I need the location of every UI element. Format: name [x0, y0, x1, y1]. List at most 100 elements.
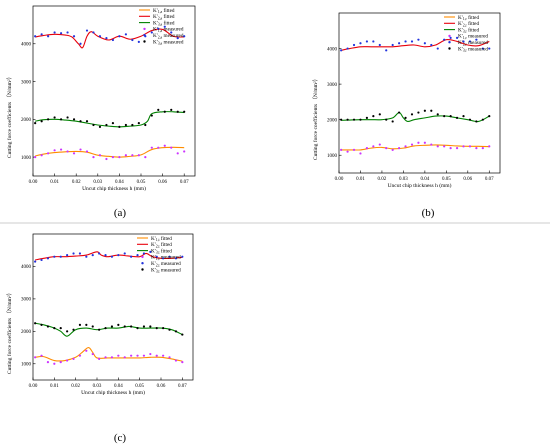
data-point — [157, 146, 160, 149]
data-point — [59, 255, 62, 258]
data-point — [79, 120, 82, 123]
data-point — [372, 40, 375, 43]
data-point — [66, 116, 69, 119]
data-point — [98, 357, 101, 361]
data-point — [40, 354, 43, 357]
data-point — [436, 145, 439, 148]
data-point — [455, 116, 459, 119]
data-point — [98, 154, 102, 157]
data-point — [66, 150, 69, 153]
data-point — [398, 147, 401, 150]
data-point — [183, 35, 186, 38]
data-point — [468, 118, 472, 121]
data-point — [455, 36, 459, 39]
data-point — [346, 150, 349, 153]
data-point — [85, 150, 89, 153]
data-point — [455, 147, 459, 150]
y-axis-label: Cutting force coefficients （N/mm²） — [6, 290, 13, 374]
data-point — [137, 40, 140, 43]
data-point — [391, 148, 394, 151]
data-point — [162, 354, 165, 357]
data-point — [98, 328, 101, 331]
data-point — [168, 255, 171, 258]
data-point — [98, 125, 102, 128]
y-tick-label: 4000 — [21, 43, 32, 48]
data-point — [378, 43, 381, 47]
legend-entry: K'1,t measured — [151, 255, 181, 262]
data-point — [481, 47, 484, 50]
data-point — [111, 38, 115, 42]
chart-panel-c: 0.00 0.01 0.02 0.03 0.04 0.05 0.06 0.07 1000 2000… — [6, 233, 194, 444]
data-point — [443, 145, 446, 148]
y-axis-label: Cutting force coefficients （N/mm²） — [312, 76, 319, 160]
x-axis-label: Uncut chip thickness h (mm) — [388, 182, 452, 189]
data-point — [174, 330, 178, 333]
data-point — [481, 118, 484, 121]
data-point — [117, 323, 120, 326]
data-point — [157, 108, 160, 111]
data-point — [92, 123, 95, 127]
data-point — [443, 115, 446, 118]
data-point — [40, 323, 43, 326]
panel-label: (b) — [422, 207, 435, 219]
data-point — [118, 156, 121, 159]
plot-frame — [32, 233, 194, 381]
data-point — [136, 326, 139, 330]
data-point — [385, 118, 388, 121]
data-point — [436, 47, 439, 50]
data-point — [117, 354, 120, 357]
data-point — [449, 147, 452, 150]
series-line-2 — [35, 28, 185, 49]
data-point — [142, 252, 146, 255]
legend-entry: K'1,r measured — [458, 34, 488, 41]
data-point — [142, 354, 146, 357]
data-point — [176, 152, 179, 155]
data-point — [162, 257, 165, 260]
data-point — [183, 110, 186, 113]
data-point — [155, 354, 158, 357]
data-point — [150, 114, 153, 117]
data-point — [66, 330, 69, 333]
data-point — [404, 40, 407, 43]
x-tick-label: 0.00 — [29, 384, 38, 389]
legend-entry: K'2,a measured — [153, 33, 184, 40]
x-tick-label: 0.07 — [180, 180, 189, 185]
data-point — [124, 33, 127, 36]
data-point — [352, 43, 356, 47]
x-tick-label: 0.07 — [485, 177, 494, 182]
data-point — [110, 255, 114, 258]
data-point — [346, 47, 349, 50]
data-point — [149, 325, 152, 328]
data-point — [352, 148, 356, 151]
data-point — [449, 115, 452, 118]
chart-panel-a: 0.00 0.01 0.02 0.03 0.04 0.05 0.06 0.07 1000 2000… — [6, 5, 196, 219]
data-point — [40, 120, 43, 123]
data-point — [34, 122, 37, 125]
data-point — [430, 109, 433, 112]
data-point — [59, 118, 63, 121]
legend-entry: K'2,t measured — [151, 261, 181, 268]
data-point — [53, 326, 56, 330]
data-point — [417, 111, 420, 114]
data-point — [359, 118, 362, 121]
y-tick-label: 1000 — [21, 363, 32, 368]
data-point — [359, 152, 362, 155]
x-tick-label: 0.04 — [420, 177, 429, 182]
legend-entry: K'3,r measured — [458, 46, 488, 53]
data-point — [59, 326, 62, 330]
panel-label: (a) — [114, 207, 127, 219]
data-point — [136, 253, 139, 257]
data-point — [346, 118, 349, 121]
x-tick-label: 0.00 — [29, 180, 38, 185]
data-point — [168, 356, 171, 359]
data-point — [378, 143, 381, 146]
x-axis-label: Uncut chip thickness h (mm) — [81, 389, 145, 396]
data-point — [34, 156, 37, 159]
x-tick-label: 0.01 — [356, 177, 365, 182]
x-tick-label: 0.02 — [71, 384, 80, 389]
x-tick-label: 0.06 — [158, 180, 167, 185]
x-tick-label: 0.06 — [157, 384, 166, 389]
data-point — [72, 328, 75, 331]
data-point — [365, 40, 369, 43]
